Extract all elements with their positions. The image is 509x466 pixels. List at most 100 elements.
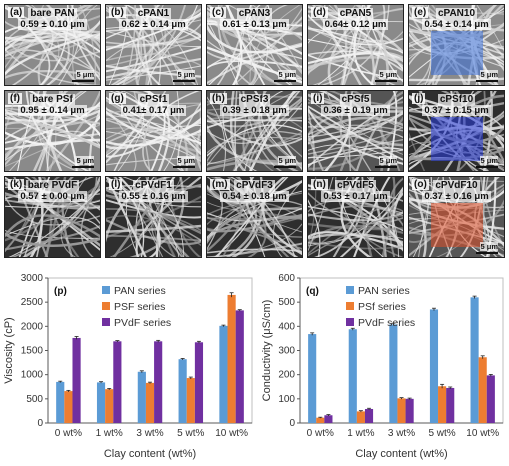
fiber-diameter: 0.36 ± 0.19 μm bbox=[321, 105, 390, 116]
legend-entry: PAN series bbox=[358, 285, 410, 297]
legend-swatch bbox=[102, 318, 110, 326]
x-tick-label: 0 wt% bbox=[55, 428, 82, 439]
y-axis-label: Conductivity (μS/cm) bbox=[261, 300, 273, 402]
bar bbox=[446, 387, 455, 423]
sem-panel: (e) cPAN10 0.54 ± 0.14 μm 5 μm bbox=[408, 4, 505, 86]
sample-name: cPSf1 bbox=[137, 94, 170, 105]
bar bbox=[364, 408, 374, 423]
panel-label: (n) bbox=[311, 179, 328, 190]
bar bbox=[438, 386, 447, 423]
bar bbox=[356, 411, 365, 423]
bar bbox=[72, 337, 81, 423]
sample-name: cPAN10 bbox=[435, 8, 478, 19]
bar bbox=[316, 417, 325, 423]
scale-bar-line bbox=[173, 166, 195, 168]
scale-bar-label: 5 μm bbox=[177, 156, 195, 165]
bar bbox=[308, 334, 317, 423]
panel-label: (e) bbox=[412, 7, 429, 18]
panel-label: (m) bbox=[210, 179, 230, 190]
legend-swatch bbox=[346, 318, 354, 326]
conductivity-chart: 0 100 200 300 400 500 600 0 wt% 1 wt% 3 wt% 5 wt% 1… bbox=[258, 268, 509, 461]
panel-label: (q) bbox=[306, 286, 319, 297]
bar bbox=[429, 309, 439, 423]
sample-name: cPAN5 bbox=[337, 8, 374, 19]
scale-bar: 5 μm bbox=[375, 156, 397, 168]
sample-name: cPVdF5 bbox=[335, 180, 376, 191]
bar bbox=[389, 324, 398, 423]
scale-bar-line bbox=[173, 80, 195, 82]
sample-name: cPAN1 bbox=[135, 8, 172, 19]
sem-panel: (d) cPAN5 0.64± 0.12 μm 5 μm bbox=[307, 4, 404, 86]
scale-bar-line bbox=[72, 166, 94, 168]
scale-bar: 5 μm bbox=[274, 156, 296, 168]
scale-bar-line bbox=[375, 166, 397, 168]
panel-label: (g) bbox=[109, 93, 126, 104]
sem-panel: (f) bare PSf 0.95 ± 0.14 μm 5 μm bbox=[4, 90, 101, 172]
sem-panel: (n) cPVdF5 0.53 ± 0.17 μm bbox=[307, 176, 404, 258]
y-axis-label: Viscosity (cP) bbox=[3, 317, 15, 383]
bar bbox=[227, 294, 236, 423]
y-tick-label: 0 bbox=[289, 418, 295, 429]
sample-name: cPSf3 bbox=[238, 94, 271, 105]
sem-panel: (c) cPAN3 0.61 ± 0.13 μm 5 μm bbox=[206, 4, 303, 86]
sample-name: bare PVdF bbox=[25, 180, 80, 191]
bar bbox=[186, 378, 195, 423]
panel-label: (i) bbox=[311, 93, 325, 104]
y-tick-label: 400 bbox=[278, 321, 295, 332]
scale-bar-line bbox=[476, 166, 498, 168]
scale-bar: 5 μm bbox=[72, 70, 94, 82]
y-tick-label: 200 bbox=[278, 370, 295, 381]
y-tick-label: 100 bbox=[278, 394, 295, 405]
x-tick-label: 3 wt% bbox=[388, 428, 415, 439]
panel-label: (c) bbox=[210, 7, 227, 18]
bar bbox=[470, 297, 479, 423]
legend-entry: PSf series bbox=[358, 301, 406, 313]
panel-label: (h) bbox=[210, 93, 227, 104]
fiber-diameter: 0.59 ± 0.10 μm bbox=[18, 19, 87, 30]
bar bbox=[324, 415, 333, 423]
fiber-diameter: 0.54 ± 0.14 μm bbox=[422, 19, 491, 30]
scale-bar-line bbox=[476, 252, 498, 254]
x-tick-label: 3 wt% bbox=[136, 428, 163, 439]
y-tick-label: 1000 bbox=[21, 370, 44, 381]
sample-name: cPVdF1 bbox=[133, 180, 174, 191]
bar bbox=[145, 382, 155, 423]
scale-bar-line bbox=[72, 80, 94, 82]
x-axis-label: Clay content (wt%) bbox=[104, 448, 196, 460]
sample-name: cPVdF10 bbox=[433, 180, 480, 191]
y-tick-label: 500 bbox=[278, 297, 295, 308]
scale-bar-label: 5 μm bbox=[480, 242, 498, 251]
y-tick-label: 1500 bbox=[21, 346, 44, 357]
bar bbox=[105, 389, 114, 423]
legend-entry: PSF series bbox=[114, 301, 165, 313]
sample-name: cPAN3 bbox=[236, 8, 273, 19]
bar bbox=[397, 398, 406, 423]
bar bbox=[64, 391, 73, 423]
scale-bar-line bbox=[476, 80, 498, 82]
scale-bar: 5 μm bbox=[476, 242, 498, 254]
panel-label: (o) bbox=[412, 179, 429, 190]
y-tick-label: 600 bbox=[278, 273, 295, 284]
bar bbox=[113, 341, 122, 423]
sample-name: cPSf5 bbox=[339, 94, 372, 105]
legend-swatch bbox=[346, 286, 354, 294]
sem-panel: (j) cPSf10 0.37 ± 0.15 μm 5 μm bbox=[408, 90, 505, 172]
bar bbox=[405, 398, 414, 423]
legend-swatch bbox=[102, 302, 110, 310]
fiber-diameter: 0.61 ± 0.13 μm bbox=[220, 19, 289, 30]
sem-panel: (g) cPSf1 0.41± 0.17 μm 5 μm bbox=[105, 90, 202, 172]
scale-bar-label: 5 μm bbox=[480, 70, 498, 79]
scale-bar: 5 μm bbox=[476, 70, 498, 82]
sem-panel: (a) bare PAN 0.59 ± 0.10 μm 5 μm bbox=[4, 4, 101, 86]
fiber-diameter: 0.55 ± 0.16 μm bbox=[119, 191, 188, 202]
sem-panel: (h) cPSf3 0.39 ± 0.18 μm 5 μm bbox=[206, 90, 303, 172]
scale-bar-label: 5 μm bbox=[278, 70, 296, 79]
conductivity-chart-svg: 0 100 200 300 400 500 600 0 wt% 1 wt% 3 wt% 5 wt% 1… bbox=[261, 273, 504, 460]
sem-panel: (k) bare PVdF 0.57 ± 0.00 μm bbox=[4, 176, 101, 258]
y-tick-label: 500 bbox=[26, 394, 43, 405]
panel-label: (b) bbox=[109, 7, 126, 18]
scale-bar: 5 μm bbox=[476, 156, 498, 168]
x-tick-label: 1 wt% bbox=[96, 428, 123, 439]
fiber-diameter: 0.64± 0.12 μm bbox=[322, 19, 389, 30]
legend-entry: PVdF series bbox=[114, 317, 171, 329]
